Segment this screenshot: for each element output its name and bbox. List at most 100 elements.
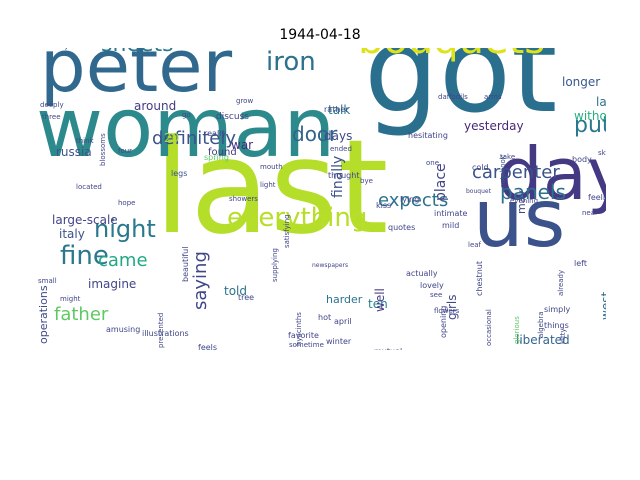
- word-legs: legs: [171, 168, 188, 178]
- word-operations: operations: [37, 285, 50, 344]
- word-saying: saying: [190, 251, 211, 310]
- word-thought: thought: [328, 170, 360, 180]
- word-everything: everything: [227, 203, 368, 234]
- word-quotes: quotes: [388, 222, 416, 232]
- word-actually: actually: [406, 268, 438, 278]
- word-daffodils: daffodils: [438, 93, 468, 102]
- word-body: body: [572, 154, 592, 164]
- word-iron: iron: [266, 48, 316, 78]
- word-rather: rather: [324, 104, 349, 114]
- word-sheets: sheets: [101, 48, 174, 56]
- word-put: put: [574, 113, 606, 139]
- word-opening: opening: [439, 305, 448, 338]
- word-woman: woman: [36, 81, 336, 177]
- word-mild: mild: [442, 220, 460, 230]
- word-without: without: [574, 109, 606, 124]
- word-well: well: [373, 288, 387, 312]
- word-occasional: occasional: [485, 309, 493, 346]
- word-night: night: [94, 214, 156, 243]
- word-yesterday: yesterday: [464, 119, 524, 134]
- word-things: things: [544, 320, 569, 330]
- word-deeply: deeply: [40, 101, 64, 110]
- word-discuss: discuss: [216, 111, 249, 122]
- word-go: go: [182, 111, 191, 120]
- word-blossoms: blossoms: [99, 133, 107, 166]
- word-longer: longer: [562, 75, 601, 90]
- word-west: west: [599, 291, 606, 320]
- word-cold: cold: [472, 162, 489, 172]
- word-italy: italy: [59, 227, 85, 242]
- word-flowers: flowers: [434, 307, 460, 316]
- word-found: found: [208, 147, 237, 158]
- word-definitely: definitely: [152, 127, 237, 149]
- word-20: 20: [164, 131, 180, 146]
- word-lying: lying: [400, 194, 420, 204]
- word-newspapers: newspapers: [312, 262, 349, 270]
- word-see: see: [430, 291, 443, 300]
- word-arms: arms: [484, 93, 502, 102]
- word-spring: spring: [204, 152, 229, 162]
- word-kiss: kiss: [376, 200, 392, 210]
- word-got: got: [364, 48, 558, 139]
- word-really: really: [204, 128, 227, 138]
- word-russia: russia: [56, 145, 92, 160]
- word-harder: harder: [326, 293, 363, 307]
- word-located: located: [76, 183, 102, 192]
- word-supplying: supplying: [271, 248, 279, 282]
- word-three: three: [42, 113, 61, 122]
- word-war: war: [231, 138, 254, 153]
- word-bouquet: bouquet: [466, 188, 491, 196]
- word-illustrations: illustrations: [142, 328, 189, 338]
- word-lasts: lasts: [596, 95, 606, 110]
- word-near: near: [582, 209, 598, 218]
- word-expects: expects: [378, 189, 449, 211]
- word-mouth: mouth: [260, 163, 283, 172]
- word-intimate: intimate: [434, 208, 468, 218]
- word-came: came: [98, 249, 148, 271]
- word-father: father: [54, 303, 109, 325]
- word-liberated: liberated: [516, 333, 570, 348]
- word-lovely: lovely: [420, 280, 444, 290]
- word-one: one: [426, 159, 440, 168]
- chart-title: 1944-04-18: [279, 27, 361, 43]
- word-chestnut: chestnut: [475, 261, 484, 296]
- word-already: already: [557, 269, 565, 296]
- word-imagine: imagine: [88, 277, 137, 292]
- word-favorite: favorite: [288, 330, 319, 340]
- word-beautiful: beautiful: [181, 246, 190, 282]
- word-bouquets: bouquets: [358, 48, 545, 60]
- word-think: think: [76, 137, 94, 146]
- word-days: days: [324, 129, 353, 144]
- word-fine: fine: [60, 241, 109, 272]
- word-peter: peter: [40, 48, 233, 109]
- word-told: told: [224, 284, 247, 299]
- word-hesitating: hesitating: [408, 130, 448, 140]
- word-door: door: [292, 122, 338, 146]
- word-light: light: [260, 181, 276, 190]
- word-simply: simply: [544, 304, 571, 314]
- word-april: april: [334, 316, 352, 326]
- word-ten: ten: [368, 297, 388, 312]
- word-mutual: mutual: [374, 347, 402, 350]
- word-left: left: [574, 258, 587, 268]
- word-bye: bye: [360, 177, 373, 186]
- word-small: small: [38, 277, 57, 286]
- word-amusing: amusing: [106, 324, 141, 334]
- word-sometime: sometime: [289, 341, 324, 350]
- word-glorious: glorious: [513, 316, 521, 344]
- word-hyacinths: hyacinths: [295, 312, 303, 346]
- word-leaf: leaf: [468, 241, 482, 250]
- word-feeling: feeling: [588, 192, 606, 202]
- word-panels: panels: [500, 180, 566, 204]
- word-tree: tree: [238, 292, 255, 302]
- word-carpenter: carpenter: [472, 161, 560, 183]
- word-large-scale: large-scale: [52, 213, 118, 228]
- word-four: four: [118, 147, 133, 156]
- word-saturday: saturday: [34, 48, 69, 50]
- word-around: around: [134, 99, 177, 114]
- word-winter: winter: [326, 336, 352, 346]
- word-hot: hot: [318, 312, 332, 322]
- word-sky: sky: [598, 149, 606, 158]
